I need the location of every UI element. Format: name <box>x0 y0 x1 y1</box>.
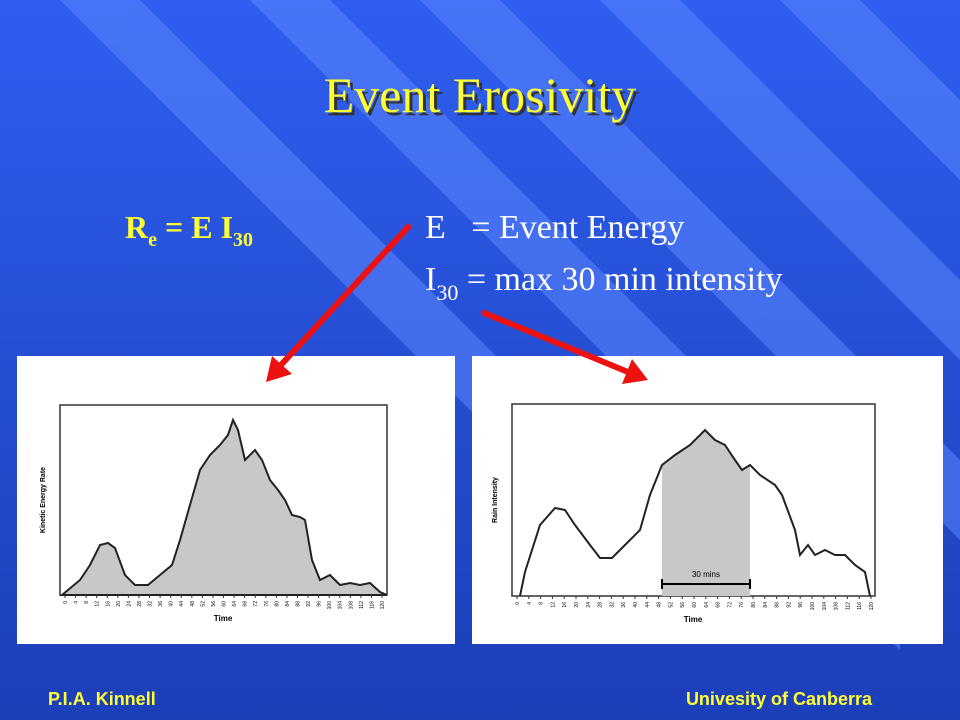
x-tick-label: 40 <box>633 602 639 608</box>
x-tick-label: 36 <box>621 602 627 608</box>
x-tick-label: 8 <box>539 602 545 605</box>
x-tick-label: 76 <box>739 602 745 608</box>
x-tick-label: 52 <box>200 601 206 607</box>
x-tick-label: 4 <box>74 601 80 604</box>
title-shadow: Event Erosivity <box>327 70 639 126</box>
y-axis-label: Rain Intensity <box>492 477 499 523</box>
x-tick-label: 100 <box>810 602 816 611</box>
x-tick-label: 60 <box>222 601 228 607</box>
x-tick-label: 12 <box>95 601 101 607</box>
x-tick-label: 36 <box>158 601 164 607</box>
intensity-band <box>662 430 750 596</box>
y-axis-label: Kinetic Energy Rate <box>40 467 47 533</box>
x-tick-label: 120 <box>380 601 386 610</box>
x-tick-label: 68 <box>243 601 249 607</box>
x-tick-label: 120 <box>869 602 875 611</box>
arrows <box>266 222 648 384</box>
x-tick-label: 24 <box>126 601 132 607</box>
x-tick-label: 20 <box>574 602 580 608</box>
x-tick-label: 12 <box>550 602 556 608</box>
footer-left: P.I.A. Kinnell <box>48 689 156 709</box>
definition-energy: E = Event Energy <box>425 209 684 246</box>
x-tick-label: 96 <box>798 602 804 608</box>
intensity-curve <box>519 428 871 597</box>
intensity-symbol: I <box>425 261 436 298</box>
formula-lhs: R <box>125 209 149 245</box>
x-tick-label: 72 <box>727 602 733 608</box>
x-tick-label: 108 <box>348 601 354 610</box>
x-tick-label: 84 <box>285 601 291 607</box>
x-tick-label: 84 <box>763 602 769 608</box>
x-tick-label: 20 <box>116 601 122 607</box>
x-axis-label: Time <box>684 615 703 624</box>
x-tick-label: 72 <box>253 601 259 607</box>
x-tick-label: 104 <box>822 602 828 611</box>
x-tick-label: 80 <box>751 602 757 608</box>
energy-curve <box>59 417 388 596</box>
x-tick-label: 4 <box>527 602 533 605</box>
formula-rhs-sub: 30 <box>233 229 253 251</box>
x-tick-label: 64 <box>704 602 710 608</box>
x-tick-label: 76 <box>264 601 270 607</box>
x-tick-label: 108 <box>834 602 840 611</box>
title: Event Erosivity <box>324 67 636 123</box>
x-tick-label: 32 <box>148 601 154 607</box>
x-tick-label: 52 <box>668 602 674 608</box>
x-tick-label: 68 <box>716 602 722 608</box>
x-tick-label: 112 <box>845 602 851 610</box>
band-annotation: 30 mins <box>692 570 720 579</box>
x-tick-label: 28 <box>598 602 604 608</box>
x-tick-label: 92 <box>306 601 312 607</box>
x-tick-label: 0 <box>63 601 69 604</box>
formula-rhs: = E I <box>157 209 233 245</box>
x-tick-label: 100 <box>327 601 333 610</box>
x-tick-label: 32 <box>609 602 615 608</box>
x-tick-label: 16 <box>562 602 568 608</box>
definition-intensity: I30 = max 30 min intensity <box>425 261 783 305</box>
x-tick-label: 56 <box>680 602 686 608</box>
x-tick-label: 44 <box>645 602 651 608</box>
x-tick-label: 0 <box>515 602 521 605</box>
x-tick-label: 88 <box>295 601 301 607</box>
x-tick-label: 112 <box>359 601 365 609</box>
formula: Re = E I30 <box>125 209 253 251</box>
x-tick-label: 88 <box>775 602 781 608</box>
x-tick-label: 92 <box>786 602 792 608</box>
x-tick-label: 8 <box>84 601 90 604</box>
x-tick-label: 24 <box>586 602 592 608</box>
x-tick-label: 96 <box>317 601 323 607</box>
x-tick-label: 104 <box>338 601 344 610</box>
x-tick-label: 40 <box>169 601 175 607</box>
x-tick-label: 60 <box>692 602 698 608</box>
x-tick-label: 64 <box>232 601 238 607</box>
formula-lhs-sub: e <box>148 229 157 251</box>
x-tick-label: 48 <box>190 601 196 607</box>
x-tick-label: 116 <box>857 602 863 610</box>
x-tick-label: 116 <box>369 601 375 609</box>
x-tick-label: 80 <box>274 601 280 607</box>
intensity-sub: 30 <box>436 280 458 305</box>
x-tick-label: 44 <box>179 601 185 607</box>
x-axis-label: Time <box>214 614 233 623</box>
intensity-text: = max 30 min intensity <box>458 261 782 298</box>
footer-right: Univesity of Canberra <box>686 689 873 709</box>
x-tick-label: 28 <box>137 601 143 607</box>
x-tick-label: 48 <box>657 602 663 608</box>
x-tick-label: 56 <box>211 601 217 607</box>
x-tick-label: 16 <box>105 601 111 607</box>
